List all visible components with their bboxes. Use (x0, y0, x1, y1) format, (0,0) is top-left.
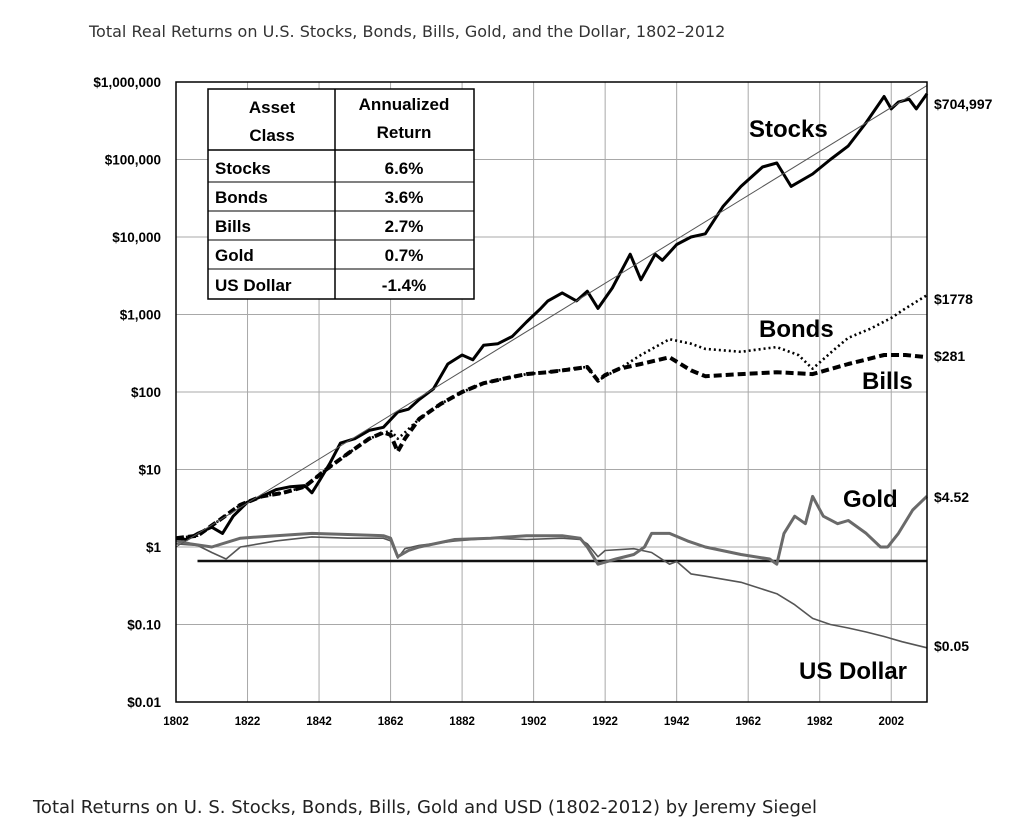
table-cell-asset: Bonds (215, 188, 268, 207)
x-tick-label: 1842 (306, 716, 332, 728)
returns-table: Asset Class Annualized Return Stocks 6.6… (207, 88, 475, 300)
series-label-gold: Gold (843, 486, 898, 513)
table-header-return-line1: Annualized (359, 95, 450, 114)
y-tick-label: $100,000 (105, 153, 161, 168)
x-tick-label: 1822 (235, 716, 261, 728)
end-label-bonds: $1778 (934, 291, 973, 307)
x-tick-label: 1902 (521, 716, 547, 728)
y-tick-label: $0.10 (127, 618, 161, 633)
plot-frame (175, 81, 928, 703)
end-label-bills: $281 (934, 348, 965, 364)
end-label-gold: $4.52 (934, 489, 969, 505)
table-cell-return: 3.6% (385, 188, 424, 207)
series-lines (175, 85, 929, 649)
series-line-stocks (175, 92, 929, 541)
series-label-us-dollar: US Dollar (799, 658, 907, 685)
x-tick-label: 1942 (664, 716, 690, 728)
table-cell-asset: US Dollar (215, 276, 292, 295)
x-tick-label: 1882 (449, 716, 475, 728)
series-label-bonds: Bonds (759, 316, 834, 343)
table-header-return-line2: Return (377, 123, 432, 142)
table-frame (207, 88, 475, 300)
stocks-trend-line (175, 85, 928, 548)
y-tick-label: $0.01 (127, 695, 161, 710)
table-cell-asset: Gold (215, 246, 254, 265)
chart-title: Total Real Returns on U.S. Stocks, Bonds… (88, 22, 725, 41)
series-line-bills (175, 353, 928, 541)
y-tick-label: $1,000,000 (93, 75, 161, 90)
end-label-stocks: $704,997 (934, 96, 993, 112)
y-tick-label: $1,000 (120, 308, 161, 323)
table-cell-return: -1.4% (382, 276, 426, 295)
table-cell-asset: Bills (215, 217, 251, 236)
y-tick-label: $100 (131, 385, 161, 400)
table-cell-return: 0.7% (385, 246, 424, 265)
series-label-stocks: Stocks (749, 116, 828, 143)
x-axis-ticks: 1802 1822 1842 1862 1882 1902 1922 1942 1962 1982… (163, 716, 904, 728)
series-label-bills: Bills (862, 368, 913, 395)
series-line-bonds (175, 293, 928, 540)
y-tick-label: $10 (138, 463, 161, 478)
x-tick-label: 1802 (163, 716, 189, 728)
table-cell-return: 6.6% (385, 159, 424, 178)
x-tick-label: 1922 (592, 716, 618, 728)
table-header-asset-line1: Asset (249, 98, 296, 117)
table-cell-return: 2.7% (385, 217, 424, 236)
series-line-gold (175, 494, 929, 566)
x-tick-label: 1862 (378, 716, 404, 728)
figure-caption: Total Returns on U. S. Stocks, Bonds, Bi… (32, 797, 817, 818)
table-cell-asset: Stocks (215, 159, 271, 178)
table-header-asset-line2: Class (249, 126, 294, 145)
y-axis-ticks: $1,000,000 $100,000 $10,000 $1,000 $100 $10 $1… (93, 75, 161, 710)
y-tick-label: $10,000 (112, 230, 161, 245)
end-label-us-dollar: $0.05 (934, 638, 969, 654)
x-tick-label: 2002 (878, 716, 904, 728)
y-tick-label: $1 (146, 540, 162, 555)
series-line-us-dollar (175, 536, 928, 649)
x-tick-label: 1962 (735, 716, 761, 728)
x-tick-label: 1982 (807, 716, 833, 728)
